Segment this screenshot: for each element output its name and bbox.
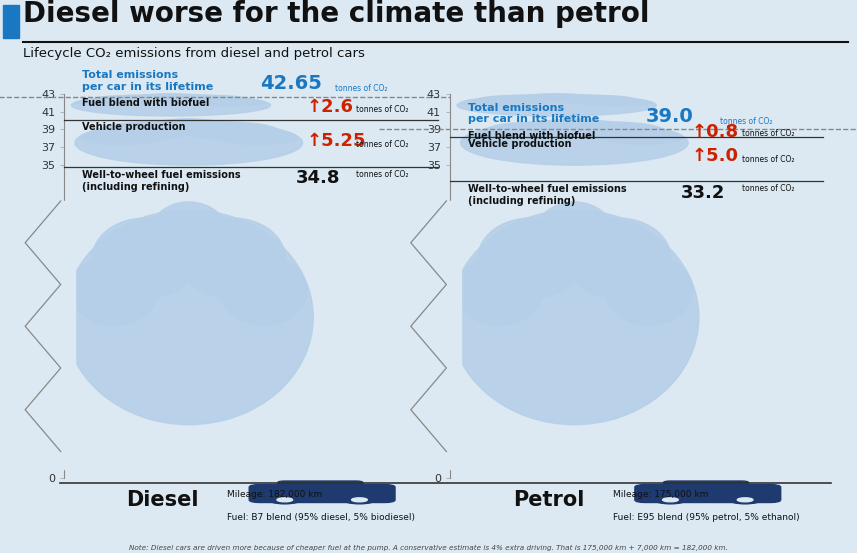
Ellipse shape xyxy=(602,130,682,144)
Ellipse shape xyxy=(460,121,688,165)
Ellipse shape xyxy=(537,119,611,133)
Text: Fuel: B7 blend (95% diesel, 5% biodiesel): Fuel: B7 blend (95% diesel, 5% biodiesel… xyxy=(227,513,415,521)
Circle shape xyxy=(344,496,375,504)
Ellipse shape xyxy=(81,130,160,144)
Text: Vehicle production: Vehicle production xyxy=(468,139,572,149)
Ellipse shape xyxy=(486,122,583,139)
Text: Mileage: 182,000 km: Mileage: 182,000 km xyxy=(227,489,322,498)
Circle shape xyxy=(269,496,301,504)
Ellipse shape xyxy=(93,218,198,299)
Text: tonnes of CO₂: tonnes of CO₂ xyxy=(741,129,794,138)
FancyBboxPatch shape xyxy=(278,481,363,493)
Bar xyxy=(11,201,75,469)
Text: tonnes of CO₂: tonnes of CO₂ xyxy=(356,170,409,179)
Ellipse shape xyxy=(566,122,662,139)
Text: Petrol: Petrol xyxy=(512,489,584,509)
Ellipse shape xyxy=(196,99,266,106)
Ellipse shape xyxy=(549,95,634,103)
Text: ↑0.8: ↑0.8 xyxy=(692,123,739,141)
FancyBboxPatch shape xyxy=(3,5,19,39)
Text: 42.65: 42.65 xyxy=(260,74,321,93)
Circle shape xyxy=(655,496,686,504)
Text: Well-to-wheel fuel emissions
(including refining): Well-to-wheel fuel emissions (including … xyxy=(82,170,241,192)
Ellipse shape xyxy=(534,202,614,272)
Ellipse shape xyxy=(139,93,203,101)
Text: Lifecycle CO₂ emissions from diesel and petrol cars: Lifecycle CO₂ emissions from diesel and … xyxy=(23,46,365,60)
Text: Fuel blend with biofuel: Fuel blend with biofuel xyxy=(82,98,209,108)
Ellipse shape xyxy=(220,255,307,325)
Text: Diesel worse for the climate than petrol: Diesel worse for the climate than petrol xyxy=(23,0,650,28)
Text: tonnes of CO₂: tonnes of CO₂ xyxy=(741,184,794,193)
Text: Total emissions
per car in its lifetime: Total emissions per car in its lifetime xyxy=(82,70,213,92)
Text: ↑5.25: ↑5.25 xyxy=(306,132,366,150)
Ellipse shape xyxy=(478,218,584,299)
Ellipse shape xyxy=(71,95,271,116)
Ellipse shape xyxy=(148,202,229,272)
Circle shape xyxy=(729,496,761,504)
Text: 33.2: 33.2 xyxy=(681,184,726,201)
FancyBboxPatch shape xyxy=(249,484,395,503)
Ellipse shape xyxy=(466,130,546,144)
Ellipse shape xyxy=(217,130,297,144)
Text: Vehicle production: Vehicle production xyxy=(82,122,186,132)
Text: 39.0: 39.0 xyxy=(645,107,693,126)
Text: Fuel: E95 blend (95% petrol, 5% ethanol): Fuel: E95 blend (95% petrol, 5% ethanol) xyxy=(613,513,800,521)
Bar xyxy=(397,201,460,469)
Ellipse shape xyxy=(76,99,146,106)
Circle shape xyxy=(351,498,368,502)
Text: 34.8: 34.8 xyxy=(296,169,340,187)
Text: tonnes of CO₂: tonnes of CO₂ xyxy=(720,117,773,126)
Ellipse shape xyxy=(450,210,699,425)
Ellipse shape xyxy=(457,95,656,116)
Text: ↑5.0: ↑5.0 xyxy=(692,147,739,165)
Ellipse shape xyxy=(93,95,178,103)
Y-axis label: tonnes of CO₂: tonnes of CO₂ xyxy=(28,246,39,313)
Circle shape xyxy=(662,498,678,502)
Ellipse shape xyxy=(565,218,671,299)
Text: Diesel: Diesel xyxy=(127,489,199,509)
Text: tonnes of CO₂: tonnes of CO₂ xyxy=(356,140,409,149)
Ellipse shape xyxy=(606,255,692,325)
Text: tonnes of CO₂: tonnes of CO₂ xyxy=(356,105,409,114)
Ellipse shape xyxy=(462,99,531,106)
FancyBboxPatch shape xyxy=(663,481,749,493)
Ellipse shape xyxy=(152,119,225,133)
Ellipse shape xyxy=(179,218,285,299)
Text: Well-to-wheel fuel emissions
(including refining): Well-to-wheel fuel emissions (including … xyxy=(468,184,626,206)
Text: tonnes of CO₂: tonnes of CO₂ xyxy=(334,84,387,93)
Text: Note: Diesel cars are driven more because of cheaper fuel at the pump. A conserv: Note: Diesel cars are driven more becaus… xyxy=(129,545,728,551)
Ellipse shape xyxy=(75,121,303,165)
Text: ↑2.6: ↑2.6 xyxy=(306,98,353,117)
Circle shape xyxy=(737,498,753,502)
Text: Total emissions
per car in its lifetime: Total emissions per car in its lifetime xyxy=(468,103,599,124)
Ellipse shape xyxy=(479,95,564,103)
Ellipse shape xyxy=(100,122,197,139)
Ellipse shape xyxy=(64,210,314,425)
Text: Mileage: 175,000 km: Mileage: 175,000 km xyxy=(613,489,708,498)
Ellipse shape xyxy=(70,255,158,325)
Ellipse shape xyxy=(524,93,589,101)
Circle shape xyxy=(277,498,292,502)
Text: tonnes of CO₂: tonnes of CO₂ xyxy=(741,155,794,164)
Ellipse shape xyxy=(456,255,543,325)
Ellipse shape xyxy=(180,122,277,139)
Text: Fuel blend with biofuel: Fuel blend with biofuel xyxy=(468,131,595,140)
Ellipse shape xyxy=(164,95,249,103)
FancyBboxPatch shape xyxy=(635,484,781,503)
Ellipse shape xyxy=(582,99,651,106)
